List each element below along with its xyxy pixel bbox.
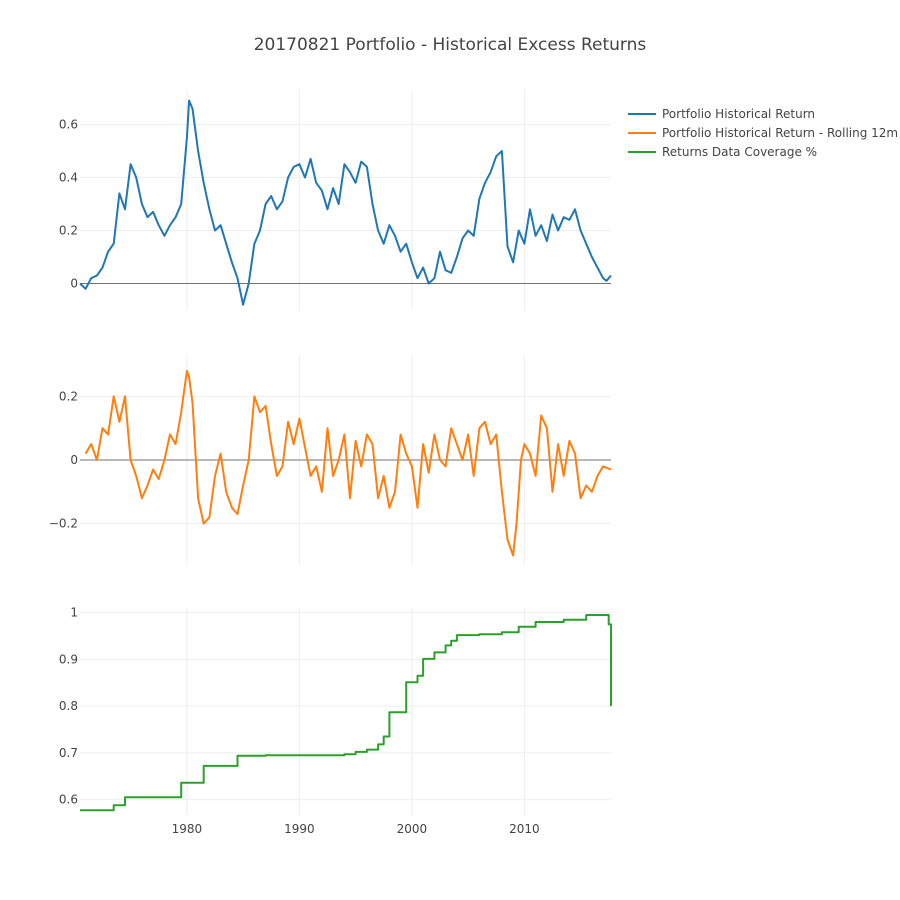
legend-item[interactable]: Returns Data Coverage %: [628, 145, 817, 159]
chart-title: 20170821 Portfolio - Historical Excess R…: [254, 35, 647, 55]
panels: 0 0.2 0.4 0.6 −0.2 0 0.2 0.6 0.7 0.8 0.9 1 1980 1990 2…: [49, 90, 612, 836]
x-tick-label: 2000: [397, 822, 428, 836]
y-tick-label: 0.2: [59, 389, 78, 403]
y-tick-label: 0.6: [59, 117, 78, 131]
legend-item[interactable]: Portfolio Historical Return - Rolling 12…: [628, 126, 898, 140]
x-tick-label: 1990: [284, 822, 315, 836]
panel-3: 0.6 0.7 0.8 0.9 1 1980 1990 2000 2010: [59, 606, 612, 836]
y-tick-label: 0.8: [59, 699, 78, 713]
x-tick-label: 1980: [172, 822, 203, 836]
y-tick-label: 0: [70, 276, 78, 290]
series-line-2[interactable]: [84, 369, 612, 557]
y-tick-label: 0.7: [59, 746, 78, 760]
legend-label: Portfolio Historical Return - Rolling 12…: [662, 126, 898, 140]
y-tick-label: 1: [70, 606, 78, 620]
series-line-3[interactable]: [80, 614, 612, 812]
legend-label: Portfolio Historical Return: [662, 107, 815, 121]
y-tick-label: 0.4: [59, 170, 78, 184]
y-tick-label: 0.9: [59, 652, 78, 666]
y-tick-label: 0.2: [59, 223, 78, 237]
y-tick-label: −0.2: [49, 517, 78, 531]
legend-label: Returns Data Coverage %: [662, 145, 817, 159]
y-tick-label: 0.6: [59, 793, 78, 807]
panel-1: 0 0.2 0.4 0.6: [59, 90, 612, 310]
legend[interactable]: Portfolio Historical Return Portfolio His…: [628, 107, 898, 159]
legend-item[interactable]: Portfolio Historical Return: [628, 107, 815, 121]
x-tick-label: 2010: [509, 822, 540, 836]
y-tick-label: 0: [70, 453, 78, 467]
panel-2: −0.2 0 0.2: [49, 355, 612, 565]
series-line-1[interactable]: [79, 99, 612, 306]
